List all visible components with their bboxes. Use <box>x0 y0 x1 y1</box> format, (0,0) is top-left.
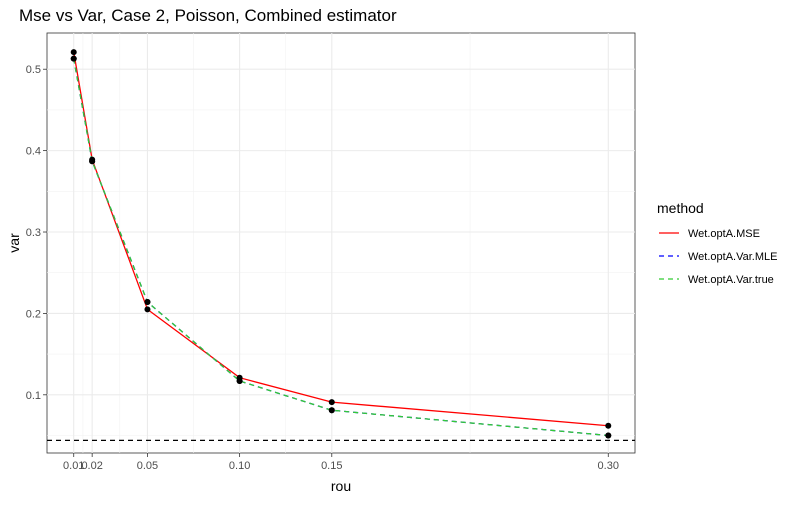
x-tick-label: 0.10 <box>229 460 250 472</box>
plot-panel <box>46 32 636 454</box>
x-axis-ticks: 0.010.02 0.05 0.10 0.15 0.30 <box>63 453 619 472</box>
series-layer <box>73 52 609 437</box>
legend-items: Wet.optA.MSE Wet.optA.Var.MLE Wet.optA.Var… <box>659 228 777 286</box>
x-tick-label: 0.15 <box>321 460 342 472</box>
grid-minor <box>47 33 635 453</box>
legend-title: method <box>657 200 704 216</box>
data-point <box>144 306 151 313</box>
point-layer <box>70 49 612 439</box>
data-point <box>328 399 335 406</box>
x-tick-label: 0.05 <box>137 460 158 472</box>
series-line-wet-opta-var-true <box>73 58 609 437</box>
data-point <box>605 432 612 439</box>
legend-label: Wet.optA.Var.true <box>688 274 774 286</box>
x-tick-label: 0.02 <box>81 460 102 472</box>
legend-label: Wet.optA.MSE <box>688 228 760 240</box>
x-axis-title: rou <box>331 478 351 494</box>
data-point <box>70 49 77 56</box>
x-tick-label: 0.30 <box>598 460 619 472</box>
y-tick-label: 0.5 <box>26 64 41 76</box>
data-point <box>89 158 96 165</box>
y-tick-label: 0.4 <box>26 146 41 158</box>
data-point <box>144 299 151 306</box>
legend: method Wet.optA.MSEWet.optA.Var.MLEWet.o… <box>657 200 777 286</box>
data-point <box>236 377 243 384</box>
y-axis-ticks: 0.1 0.2 0.3 0.4 0.5 <box>26 64 47 402</box>
y-tick-label: 0.1 <box>26 390 41 402</box>
x-tick-label: 0.01 <box>63 460 84 472</box>
legend-label: Wet.optA.Var.MLE <box>688 251 777 263</box>
y-axis-title: var <box>6 233 22 253</box>
y-tick-label: 0.3 <box>26 227 41 239</box>
data-point <box>605 422 612 429</box>
y-tick-label: 0.2 <box>26 308 41 320</box>
data-point <box>328 407 335 414</box>
chart-title: Mse vs Var, Case 2, Poisson, Combined es… <box>19 6 397 25</box>
data-point <box>70 55 77 62</box>
